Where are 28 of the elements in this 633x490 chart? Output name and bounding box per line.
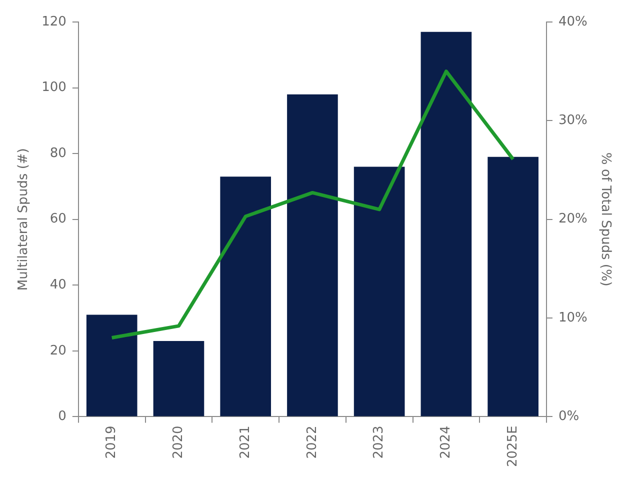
x-tick-label: 2023 <box>372 426 387 459</box>
x-tick-label: 2022 <box>304 426 320 459</box>
y2-tick-label: 30% <box>558 113 588 128</box>
y-tick-label: 40 <box>50 278 66 293</box>
bar <box>488 156 538 416</box>
bar <box>420 32 472 416</box>
x-tick-label: 2021 <box>238 426 253 459</box>
x-tick-label: 2019 <box>104 426 120 459</box>
x-tick-label: 2024 <box>438 426 454 459</box>
y-axis-title: Multilateral Spuds (#) <box>16 148 32 291</box>
y2-tick-label: 20% <box>558 212 588 227</box>
bar <box>220 176 271 416</box>
y2-tick-label: 40% <box>558 14 588 30</box>
bar <box>354 166 405 416</box>
y-tick-label: 60 <box>50 212 66 227</box>
x-tick-label: 2025E <box>505 426 520 468</box>
x-tick-label: 2020 <box>171 426 186 459</box>
y-tick-label: 20 <box>50 343 66 358</box>
y-tick-label: 80 <box>50 146 66 161</box>
y-tick-label: 0 <box>58 409 66 424</box>
y2-tick-label: 0% <box>558 409 580 424</box>
bar <box>287 94 338 416</box>
bar <box>153 341 204 416</box>
y-tick-label: 120 <box>42 14 66 30</box>
bar <box>86 314 138 416</box>
y2-axis-title: % of Total Spuds (%) <box>598 152 613 286</box>
y2-tick-label: 10% <box>558 310 588 326</box>
y-tick-label: 100 <box>42 80 66 96</box>
